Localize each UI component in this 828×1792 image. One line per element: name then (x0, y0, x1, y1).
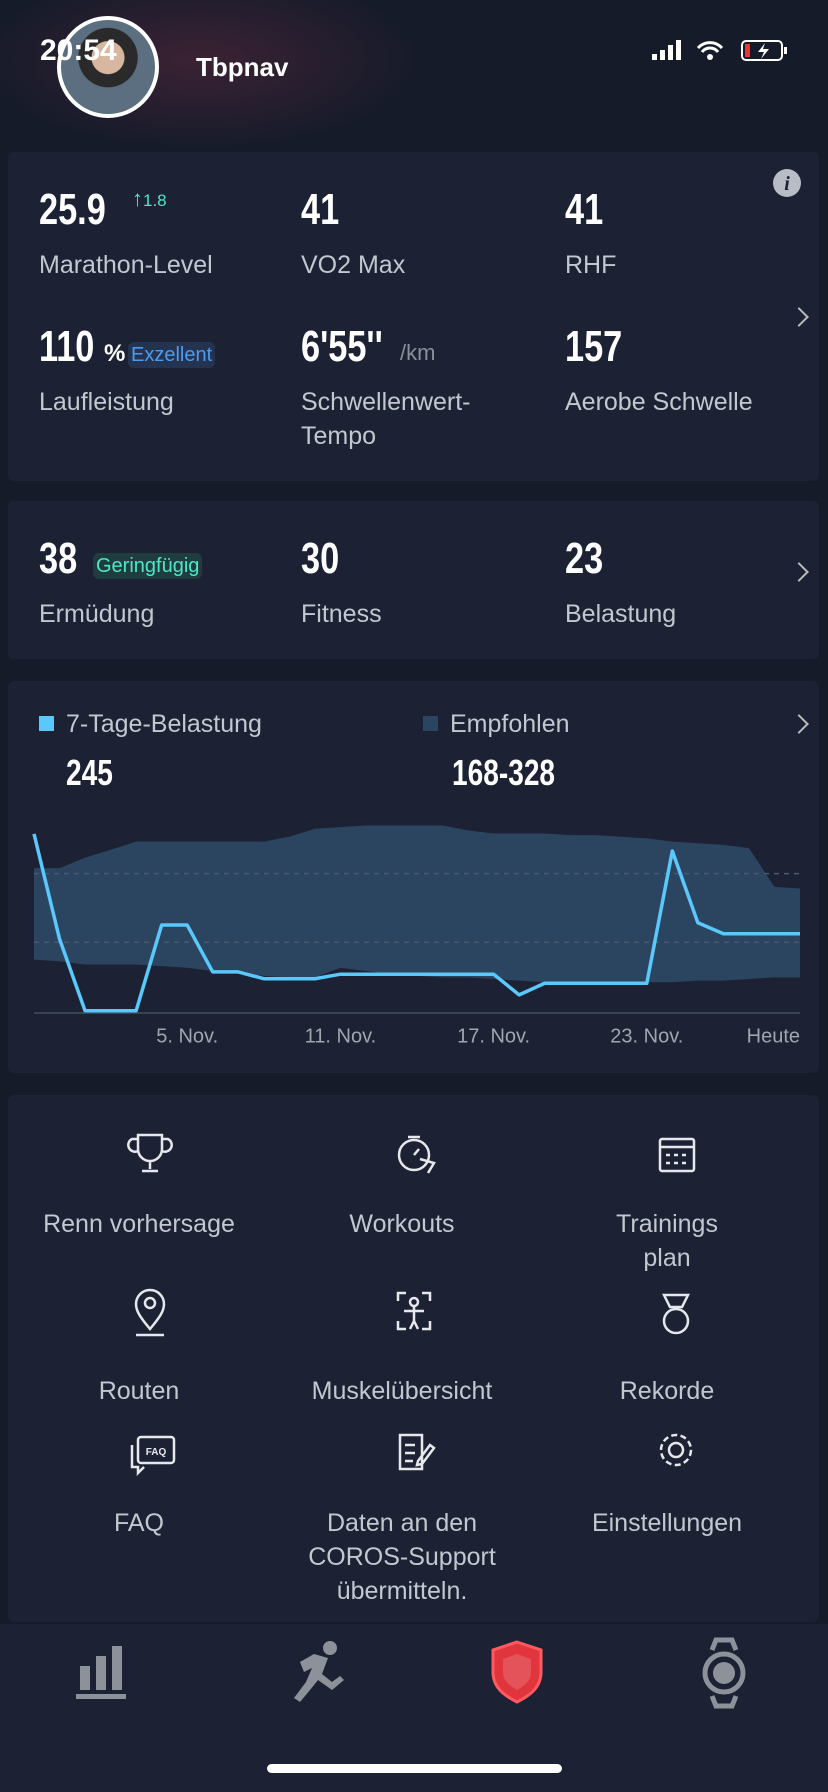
calendar-icon (658, 1137, 696, 1173)
status-label: Belastung (565, 600, 677, 628)
menu-label: Routen (98, 1377, 180, 1405)
metric-label: Laufleistung (39, 388, 174, 416)
change-value: 1.8 (143, 191, 167, 210)
load-line (32, 833, 800, 1013)
settings-icon (659, 1433, 693, 1467)
status-label: Fitness (301, 600, 382, 628)
tab-bar (0, 1624, 828, 1792)
legend-value: 168-328 (452, 752, 556, 793)
menu-label: Trainings (616, 1210, 718, 1238)
x-tick-label: 11. Nov. (305, 1025, 377, 1047)
metric-badge: Exzellent (128, 342, 216, 368)
chevron (789, 307, 809, 327)
tab-activity[interactable] (294, 1641, 344, 1702)
avatar[interactable] (57, 16, 159, 118)
metric-unit: /km (400, 340, 436, 365)
metric-label: Schwellenwert- (301, 388, 471, 416)
svg-text:i: i (784, 173, 790, 195)
status-label: Ermüdung (39, 600, 155, 628)
menu-label: plan (643, 1244, 691, 1272)
menu-label: Einstellungen (591, 1509, 743, 1537)
medal-icon (661, 1293, 691, 1335)
metric-value: 157 (565, 322, 623, 371)
tab-shield[interactable] (491, 1640, 543, 1704)
menu-card: FAQ Renn vorhersage Workouts Trainings plan… (8, 1095, 819, 1622)
menu-icons: FAQ (127, 1133, 696, 1477)
legend-swatch (39, 716, 54, 731)
menu-item[interactable]: Workouts (272, 1207, 532, 1241)
legend-label: 7-Tage-Belastung (66, 710, 262, 738)
metric-label: VO2 Max (301, 251, 406, 279)
workout-icon (397, 1135, 436, 1174)
legend-value: 245 (66, 752, 113, 793)
load-card[interactable]: 7-Tage-Belastung 245 Empfohlen 168-328 5… (8, 681, 819, 1073)
x-tick-label: 5. Nov. (156, 1025, 218, 1047)
metric-label: Marathon-Level (39, 251, 213, 279)
menu-item[interactable]: Renn vorhersage (9, 1207, 269, 1241)
metric-change: ↑1.8 (132, 186, 167, 211)
metric-label: Aerobe Schwelle (565, 388, 753, 416)
metric-value: 25.9 (39, 185, 106, 234)
faq-icon: FAQ (130, 1435, 176, 1477)
menu-label: Workouts (349, 1210, 455, 1238)
status-icons (652, 40, 787, 61)
upload-icon (398, 1433, 436, 1471)
metric-value: 6'55'' (301, 322, 383, 371)
legend-swatch (423, 716, 438, 731)
x-tick-label: 17. Nov. (457, 1025, 530, 1047)
menu-item[interactable]: Trainings plan (537, 1207, 797, 1275)
menu-item[interactable]: Muskelübersicht (272, 1374, 532, 1408)
home-indicator (267, 1764, 562, 1773)
info-icon[interactable]: i (772, 168, 802, 198)
menu-label: Daten an den (326, 1509, 478, 1537)
menu-label: übermitteln. (336, 1577, 468, 1605)
trophy-icon (127, 1133, 173, 1173)
status-time: 20:54 (40, 34, 117, 67)
band-area (34, 825, 800, 983)
profile-name[interactable]: Tbpnav (196, 52, 289, 82)
menu-label: COROS-Support (308, 1543, 496, 1571)
menu-label: Rekorde (619, 1377, 715, 1405)
metric-value: 110 (39, 322, 95, 371)
metrics-card[interactable]: i 25.9 ↑1.8 Marathon-Level 41 VO2 Max 41… (8, 152, 819, 481)
metric-label: RHF (565, 251, 617, 279)
x-tick-label: 23. Nov. (610, 1025, 683, 1047)
route-icon (134, 1288, 166, 1337)
menu-label: Muskelübersicht (311, 1377, 493, 1405)
chevron (789, 562, 809, 582)
menu-item[interactable]: Einstellungen (537, 1506, 797, 1540)
menu-item[interactable]: Rekorde (537, 1374, 797, 1408)
metric-value: 41 (301, 185, 340, 234)
menu-item[interactable]: FAQ (9, 1506, 269, 1540)
legend-label: Empfohlen (450, 710, 570, 738)
metric-unit: % (104, 340, 126, 367)
menu-label: Renn vorhersage (43, 1210, 235, 1238)
status-value: 38 (39, 534, 78, 583)
menu-item[interactable]: Routen (9, 1374, 269, 1408)
menu-label: FAQ (113, 1509, 164, 1537)
tab-stats[interactable] (76, 1646, 126, 1699)
metric-value: 41 (565, 185, 604, 234)
status-card[interactable]: 38 Geringfügig Ermüdung 30 Fitness 23 Be… (8, 501, 819, 659)
muscle-icon (396, 1291, 432, 1331)
tab-watch[interactable] (702, 1637, 746, 1709)
status-value: 23 (565, 534, 604, 583)
svg-text:FAQ: FAQ (146, 1447, 167, 1458)
metric-label: Tempo (301, 422, 377, 450)
load-chart: 5. Nov. 11. Nov. 17. Nov. 23. Nov. Heute (32, 825, 800, 1047)
status-value: 30 (301, 534, 340, 583)
menu-item[interactable]: Daten an den COROS-Support übermitteln. (272, 1506, 532, 1608)
status-badge: Geringfügig (93, 553, 203, 579)
x-tick-label: Heute (747, 1025, 800, 1047)
